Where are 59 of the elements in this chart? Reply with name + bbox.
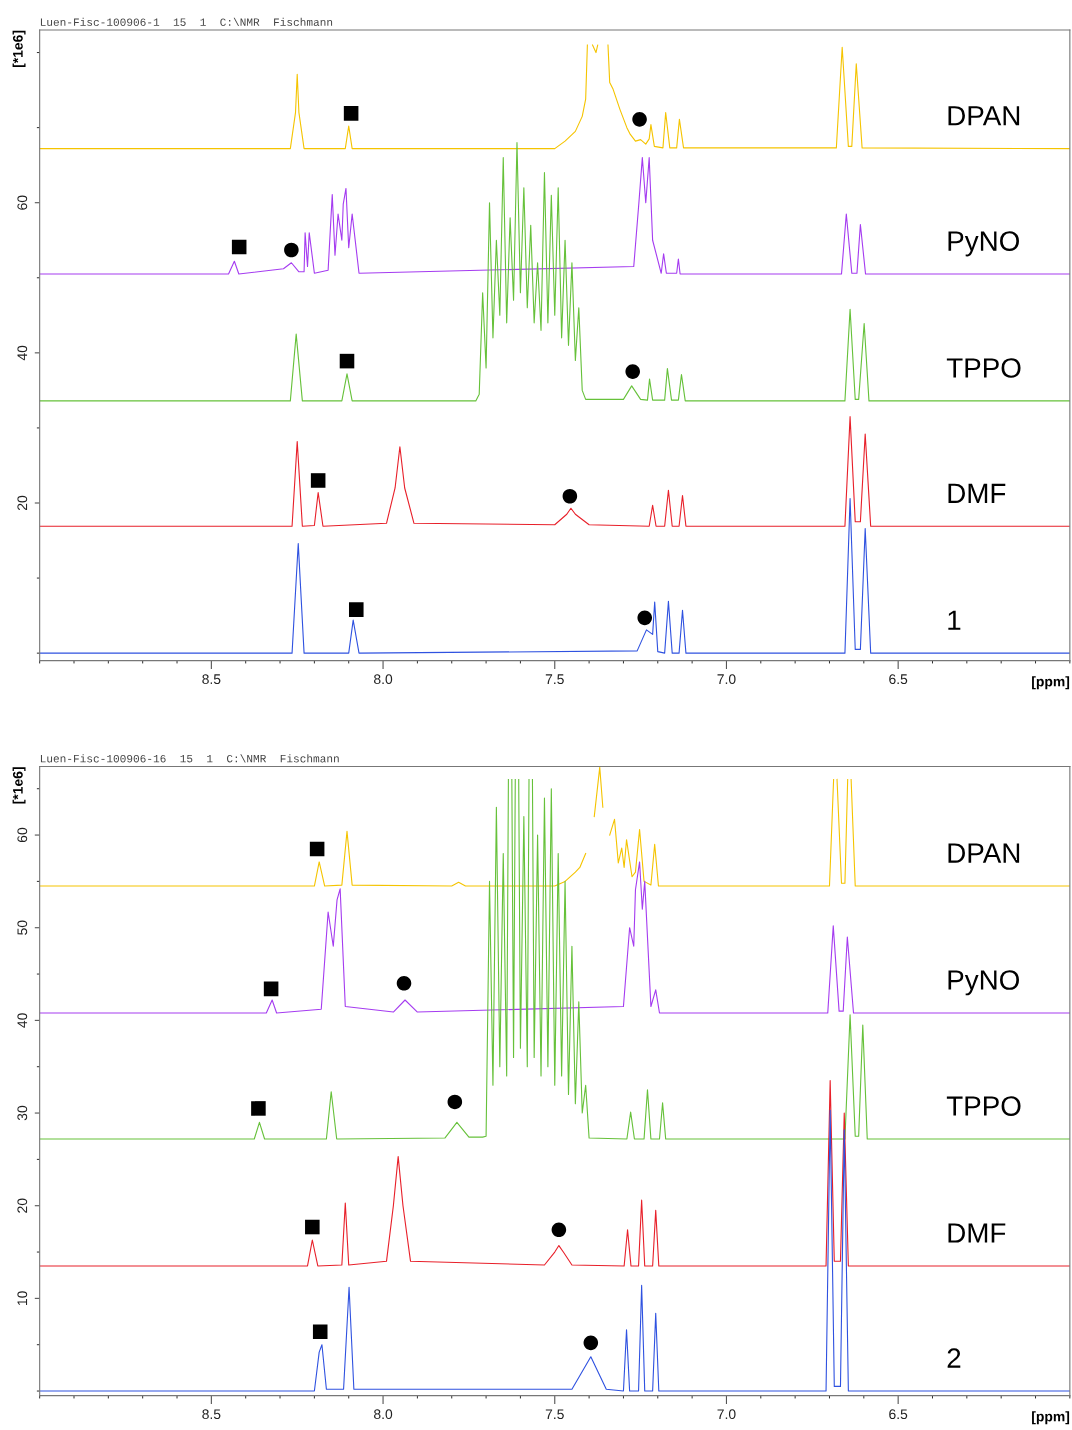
point xyxy=(263,981,279,997)
y-tick-label: 30 xyxy=(17,1105,28,1121)
y-tick-label: 40 xyxy=(17,345,28,361)
point xyxy=(309,841,325,857)
series-label: DMF xyxy=(948,483,1006,503)
x-tick-label: 7.5 xyxy=(545,1409,564,1420)
point xyxy=(447,1094,463,1110)
line-series xyxy=(39,861,1070,1014)
series-label: PyNO xyxy=(948,231,1019,257)
x-tick-label: 7.0 xyxy=(717,674,736,685)
x-axis-title: [ppm] xyxy=(1032,1411,1070,1425)
series-label: PyNO xyxy=(948,970,1019,996)
point xyxy=(625,364,640,379)
point xyxy=(562,488,578,504)
y-tick-label: 50 xyxy=(17,920,28,935)
point xyxy=(551,1222,567,1238)
point xyxy=(231,239,247,255)
point xyxy=(251,1101,266,1116)
x-axis-title: [ppm] xyxy=(1032,676,1070,690)
x-tick-label: 8.5 xyxy=(202,1409,221,1420)
x-tick-label: 8.5 xyxy=(202,674,221,685)
series-label: DMF xyxy=(948,1223,1006,1243)
y-tick-label: 60 xyxy=(17,195,28,210)
point xyxy=(632,112,647,127)
point xyxy=(284,242,299,258)
chart-title: Luen-Fisc-100906-16 15 1 C:\NMR Fischmann xyxy=(40,754,339,763)
point xyxy=(583,1335,599,1351)
y-tick-label: 20 xyxy=(17,1198,28,1213)
y-tick-label: 10 xyxy=(17,1291,28,1306)
x-tick-label: 7.5 xyxy=(545,674,564,685)
series-label: 2 xyxy=(947,1348,961,1368)
series-label: DPAN xyxy=(948,106,1020,126)
y-tick-label: 40 xyxy=(17,1013,28,1028)
series-label: TPPO xyxy=(946,1096,1021,1116)
x-tick-label: 8.0 xyxy=(374,1409,393,1420)
point xyxy=(310,473,326,488)
y-tick-label: 60 xyxy=(17,827,28,843)
point xyxy=(343,106,359,121)
line-series xyxy=(39,1080,1070,1267)
y-axis-title: [*1e6] xyxy=(12,30,26,68)
point xyxy=(339,353,355,369)
point xyxy=(637,610,653,626)
x-tick-label: 6.5 xyxy=(889,674,908,685)
x-tick-label: 8.0 xyxy=(374,674,393,685)
point xyxy=(396,976,412,991)
point xyxy=(348,602,364,617)
line-series xyxy=(39,142,1070,402)
x-tick-label: 6.5 xyxy=(889,1409,908,1420)
series-label: 1 xyxy=(948,610,961,630)
y-axis-title: [*1e6] xyxy=(12,767,26,804)
series-label: TPPO xyxy=(946,358,1021,378)
point xyxy=(305,1219,320,1235)
line-series xyxy=(39,416,1070,527)
line-series xyxy=(39,157,1070,275)
series-label: DPAN xyxy=(948,843,1020,863)
chart-title: Luen-Fisc-100906-1 15 1 C:\NMR Fischmann xyxy=(40,17,333,26)
point xyxy=(312,1324,328,1340)
y-tick-label: 20 xyxy=(17,495,28,511)
x-tick-label: 7.0 xyxy=(717,1409,736,1420)
